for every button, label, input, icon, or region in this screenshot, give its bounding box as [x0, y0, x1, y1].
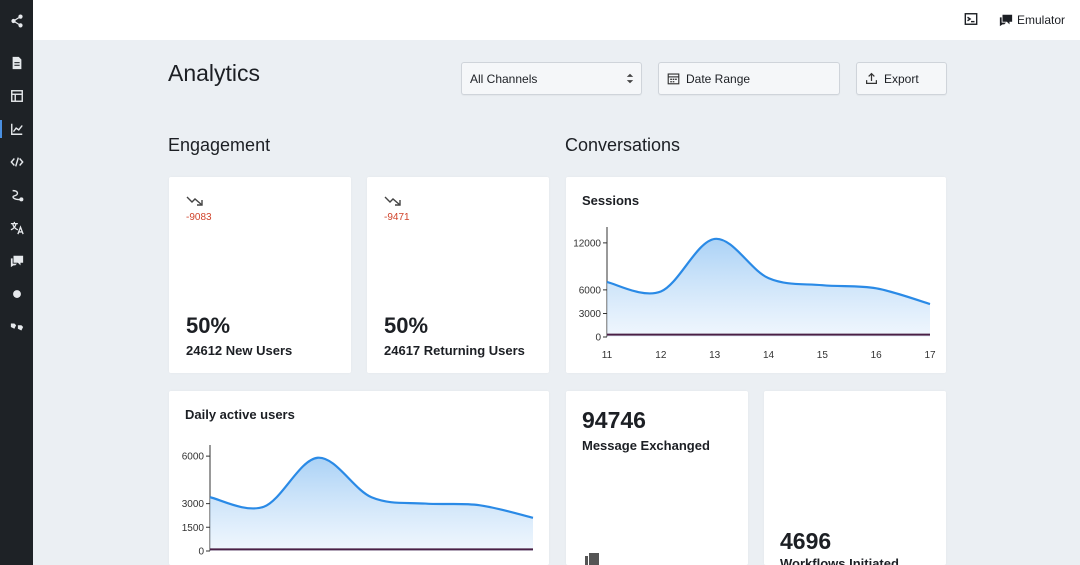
code-icon[interactable]	[0, 151, 33, 173]
sessions-card: Sessions 0 3000 6000 12000 11 12 13 14 15 16 17	[566, 177, 946, 373]
y-tick-label: 6000	[182, 452, 205, 463]
sessions-title: Sessions	[582, 193, 640, 208]
engagement-title: Engagement	[168, 135, 271, 155]
y-tick-label: 0	[198, 547, 204, 558]
select-arrows-icon	[626, 72, 634, 85]
x-tick-label: 11	[602, 350, 613, 361]
x-tick-label: 12	[655, 350, 667, 361]
x-tick-label: 15	[817, 350, 829, 361]
x-tick-label: 14	[763, 350, 775, 361]
workflows-value: 4696	[780, 528, 832, 554]
document-icon[interactable]	[0, 52, 33, 74]
translate-icon[interactable]	[0, 217, 33, 239]
y-tick-label: 3000	[579, 309, 602, 320]
returning-users-delta: -9471	[384, 212, 410, 223]
terminal-icon	[964, 12, 978, 29]
y-tick-label: 12000	[573, 238, 601, 249]
daily-active-users-title: Daily active users	[185, 407, 295, 422]
conversations-title: Conversations	[565, 135, 681, 155]
date-range-button[interactable]: Date Range	[658, 62, 840, 95]
dot-icon[interactable]	[0, 283, 33, 305]
puzzle-icon[interactable]	[0, 316, 33, 338]
layout-icon[interactable]	[0, 85, 33, 107]
top-bar: Emulator	[33, 0, 1080, 40]
daily-active-users-chart: 0 1500 3000 6000	[182, 445, 534, 558]
channel-select-value: All Channels	[470, 71, 538, 86]
stack-icon	[582, 553, 600, 565]
series-line	[209, 456, 534, 519]
sessions-chart: 0 3000 6000 12000 11 12 13 14 15 16 17	[573, 227, 936, 361]
trending-down-icon	[384, 194, 402, 208]
returning-users-card: -9471 50% 24617 Returning Users	[367, 177, 549, 373]
workflows-label: Workflows Initiated	[780, 556, 899, 565]
channel-select[interactable]: All Channels	[461, 62, 642, 95]
analytics-icon[interactable]	[0, 118, 33, 140]
emulator-chat-icon	[999, 13, 1013, 27]
export-label: Export	[884, 71, 919, 86]
share-nodes-icon[interactable]	[0, 10, 33, 32]
messages-card: 94746 Message Exchanged	[566, 391, 748, 565]
series-area	[607, 238, 930, 337]
daily-active-users-card: Daily active users 0 1500 3000 6000	[169, 391, 549, 565]
x-tick-label: 17	[924, 350, 936, 361]
new-users-percent: 50%	[186, 313, 231, 338]
returning-users-percent: 50%	[384, 313, 429, 338]
new-users-label: 24612 New Users	[186, 343, 293, 358]
chat-icon[interactable]	[0, 250, 33, 272]
page-title: Analytics	[168, 60, 261, 86]
terminal-button[interactable]	[964, 10, 978, 30]
series-area	[210, 457, 533, 551]
export-button[interactable]: Export	[856, 62, 947, 95]
y-tick-label: 6000	[579, 285, 602, 296]
series-line	[606, 237, 931, 306]
messages-value: 94746	[582, 407, 646, 433]
flow-icon[interactable]	[0, 184, 33, 206]
y-tick-label: 0	[595, 333, 601, 344]
x-tick-label: 16	[871, 350, 883, 361]
workflows-card: 4696 Workflows Initiated	[764, 391, 946, 565]
returning-users-label: 24617 Returning Users	[384, 343, 525, 358]
messages-label: Message Exchanged	[582, 438, 710, 453]
new-users-delta: -9083	[186, 212, 212, 223]
upload-icon	[865, 72, 878, 85]
trending-down-icon	[186, 194, 204, 208]
emulator-button[interactable]: Emulator	[999, 10, 1065, 30]
y-tick-label: 1500	[182, 523, 205, 534]
date-range-label: Date Range	[686, 71, 751, 86]
x-tick-label: 13	[709, 350, 721, 361]
emulator-label: Emulator	[1017, 13, 1066, 27]
sidebar	[0, 0, 33, 565]
y-tick-label: 3000	[182, 499, 205, 510]
calendar-icon	[667, 72, 680, 85]
new-users-card: -9083 50% 24612 New Users	[169, 177, 351, 373]
